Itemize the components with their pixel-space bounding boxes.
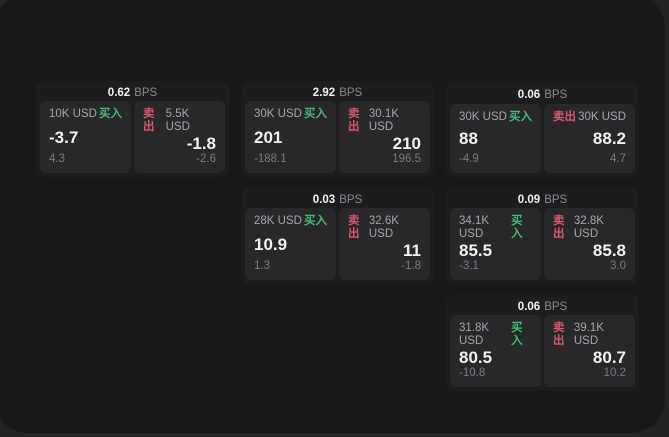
buy-label: 买入 xyxy=(509,111,532,123)
sell-tile[interactable]: 卖出 30K USD 88.2 4.7 xyxy=(544,104,635,173)
bps-header: 0.09 BPS xyxy=(450,192,635,208)
sell-label: 卖出 xyxy=(348,215,360,240)
buy-delta: -3.1 xyxy=(459,260,479,272)
quote-card-body: 30K USD 买入 201 -188.1 卖出 30.1K USD 210 1… xyxy=(245,101,430,173)
sell-delta: 196.5 xyxy=(392,153,421,165)
buy-delta: -188.1 xyxy=(254,153,287,165)
buy-tile[interactable]: 30K USD 买入 88 -4.9 xyxy=(450,104,541,173)
buy-price: 85.5 xyxy=(459,241,493,260)
sell-label: 卖出 xyxy=(143,108,155,133)
sell-price: 210 xyxy=(392,134,421,153)
bps-header: 0.62 BPS xyxy=(40,85,225,101)
bps-header: 0.03 BPS xyxy=(245,192,430,208)
quote-card-body: 30K USD 买入 88 -4.9 卖出 30K USD 88.2 4.7 xyxy=(450,104,635,173)
quote-card: 0.03 BPS 28K USD 买入 10.9 1.3 卖出 32.6K US… xyxy=(241,188,434,284)
sell-delta: -1.8 xyxy=(401,260,421,272)
sell-label: 卖出 xyxy=(553,215,565,240)
bps-unit: BPS xyxy=(544,194,568,206)
quote-card: 0.62 BPS 10K USD 买入 -3.7 4.3 卖出 5.5K USD xyxy=(36,81,229,177)
buy-tile[interactable]: 28K USD 买入 10.9 1.3 xyxy=(245,208,336,280)
quote-card-body: 28K USD 买入 10.9 1.3 卖出 32.6K USD 11 -1.8 xyxy=(245,208,430,280)
buy-price: 88 xyxy=(459,129,478,148)
buy-label: 买入 xyxy=(511,215,523,240)
buy-price: 201 xyxy=(254,127,283,147)
sell-notional: 39.1K USD xyxy=(573,322,604,347)
sell-label: 卖出 xyxy=(553,322,565,347)
bps-header: 0.06 BPS xyxy=(450,299,635,315)
bps-value: 0.03 xyxy=(312,194,336,206)
quote-card: 0.09 BPS 34.1K USD 买入 85.5 -3.1 卖出 32.8K… xyxy=(446,188,639,284)
buy-label: 买入 xyxy=(99,108,122,120)
buy-delta: 4.3 xyxy=(49,153,65,165)
buy-label: 买入 xyxy=(304,108,327,120)
sell-notional: 32.6K USD xyxy=(368,215,399,240)
bps-unit: BPS xyxy=(339,194,363,206)
sell-delta: 10.2 xyxy=(603,367,626,379)
bps-header: 2.92 BPS xyxy=(245,85,430,101)
sell-notional: 30.1K USD xyxy=(368,108,399,133)
bps-unit: BPS xyxy=(134,87,158,99)
sell-price: 11 xyxy=(403,241,421,260)
buy-delta: -4.9 xyxy=(459,153,479,165)
quote-cards-grid: 0.62 BPS 10K USD 买入 -3.7 4.3 卖出 5.5K USD xyxy=(36,81,639,391)
sell-tile[interactable]: 卖出 32.6K USD 11 -1.8 xyxy=(339,208,430,280)
buy-notional: 31.8K USD xyxy=(459,322,490,347)
quote-card: 0.06 BPS 30K USD 买入 88 -4.9 卖出 30K USD xyxy=(446,81,639,177)
bps-header: 0.06 BPS xyxy=(450,85,635,104)
buy-price: 10.9 xyxy=(254,234,288,254)
quote-card: 2.92 BPS 30K USD 买入 201 -188.1 卖出 30.1K … xyxy=(241,81,434,177)
buy-tile[interactable]: 30K USD 买入 201 -188.1 xyxy=(245,101,336,173)
bps-unit: BPS xyxy=(339,87,363,99)
bps-unit: BPS xyxy=(544,301,568,313)
sell-label: 卖出 xyxy=(348,108,360,133)
sell-price: 85.8 xyxy=(592,241,626,260)
buy-label: 买入 xyxy=(304,215,327,227)
bps-value: 0.06 xyxy=(517,301,541,313)
bps-value: 0.62 xyxy=(107,87,131,99)
buy-price: -3.7 xyxy=(49,127,79,147)
bps-unit: BPS xyxy=(544,88,568,101)
sell-delta: -2.6 xyxy=(196,153,216,165)
quote-card-body: 34.1K USD 买入 85.5 -3.1 卖出 32.8K USD 85.8… xyxy=(450,208,635,280)
buy-notional: 10K USD xyxy=(49,108,97,120)
buy-price: 80.5 xyxy=(459,348,493,367)
bps-value: 2.92 xyxy=(312,87,336,99)
sell-tile[interactable]: 卖出 30.1K USD 210 196.5 xyxy=(339,101,430,173)
buy-notional: 28K USD xyxy=(254,215,302,227)
buy-delta: 1.3 xyxy=(254,260,270,272)
buy-notional: 34.1K USD xyxy=(459,215,490,240)
sell-notional: 32.8K USD xyxy=(573,215,604,240)
sell-tile[interactable]: 卖出 32.8K USD 85.8 3.0 xyxy=(544,208,635,280)
buy-tile[interactable]: 10K USD 买入 -3.7 4.3 xyxy=(40,101,131,173)
sell-label: 卖出 xyxy=(553,111,576,123)
sell-tile[interactable]: 卖出 5.5K USD -1.8 -2.6 xyxy=(134,101,225,173)
buy-label: 买入 xyxy=(511,322,523,347)
buy-tile[interactable]: 34.1K USD 买入 85.5 -3.1 xyxy=(450,208,541,280)
sell-price: 88.2 xyxy=(592,129,626,148)
buy-delta: -10.8 xyxy=(459,367,486,379)
bps-value: 0.06 xyxy=(517,88,541,101)
sell-price: -1.8 xyxy=(186,134,216,153)
sell-delta: 3.0 xyxy=(610,260,626,272)
sell-notional: 5.5K USD xyxy=(165,108,190,133)
bps-value: 0.09 xyxy=(517,194,541,206)
buy-notional: 30K USD xyxy=(459,111,507,123)
quote-card-body: 10K USD 买入 -3.7 4.3 卖出 5.5K USD -1.8 -2.… xyxy=(40,101,225,173)
quote-card-body: 31.8K USD 买入 80.5 -10.8 卖出 39.1K USD 80.… xyxy=(450,315,635,387)
sell-tile[interactable]: 卖出 39.1K USD 80.7 10.2 xyxy=(544,315,635,387)
quote-card: 0.06 BPS 31.8K USD 买入 80.5 -10.8 卖出 39.1… xyxy=(446,295,639,391)
buy-tile[interactable]: 31.8K USD 买入 80.5 -10.8 xyxy=(450,315,541,387)
buy-notional: 30K USD xyxy=(254,108,302,120)
sell-notional: 30K USD xyxy=(578,111,626,123)
sell-price: 80.7 xyxy=(592,348,626,367)
sell-delta: 4.7 xyxy=(610,153,626,165)
